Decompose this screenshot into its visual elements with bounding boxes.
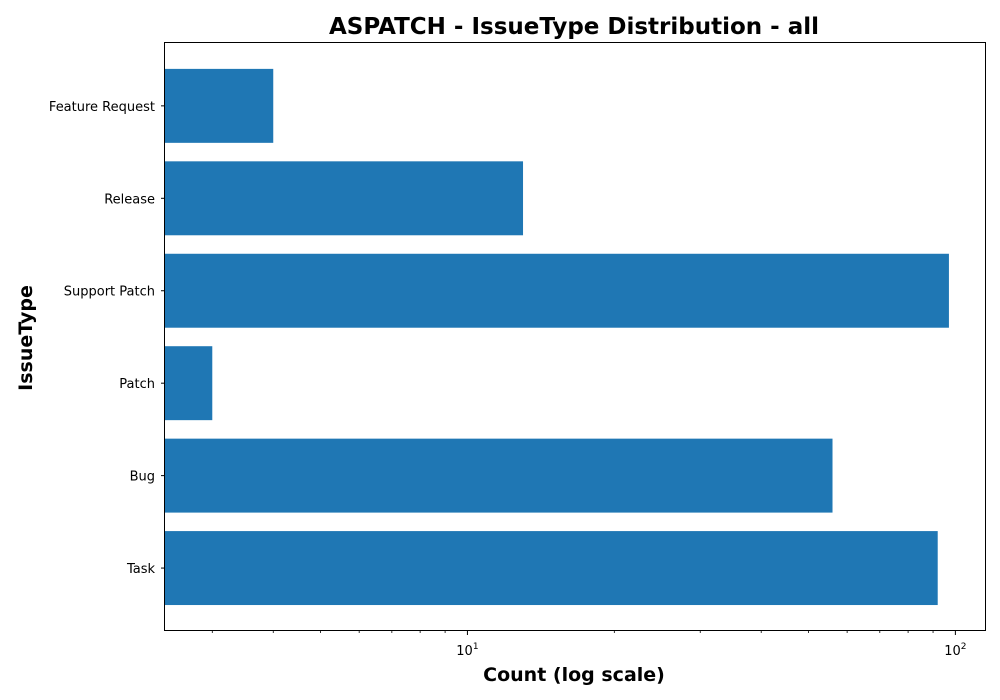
x-tick-label: 101: [456, 642, 478, 659]
bar-task: [165, 531, 938, 606]
x-axis: 101 102: [211, 630, 967, 659]
y-tick-label-task: Task: [126, 562, 156, 577]
x-tick-label-exponent: 2: [961, 642, 967, 652]
x-tick-label-base: 10: [456, 644, 473, 659]
y-tick-label-patch: Patch: [119, 377, 155, 392]
bar-bug: [165, 438, 833, 513]
x-axis-label: Count (log scale): [483, 664, 665, 686]
bar-support-patch: [165, 253, 949, 328]
bar-patch: [165, 346, 213, 421]
y-axis-label: IssueType: [15, 285, 37, 391]
x-tick-label-exponent: 1: [473, 642, 479, 652]
plot-frame: [164, 42, 986, 631]
y-tick-label-release: Release: [104, 192, 155, 207]
x-tick-label-base: 10: [944, 644, 961, 659]
y-axis: Feature Request Release Support Patch Patch…: [49, 100, 165, 577]
bars: [165, 68, 949, 606]
x-tick-label: 102: [944, 642, 966, 659]
y-tick-label-feature-request: Feature Request: [49, 100, 155, 115]
bar-release: [165, 161, 524, 236]
y-tick-label-bug: Bug: [130, 470, 155, 485]
chart-title: ASPATCH - IssueType Distribution - all: [329, 14, 819, 40]
y-tick-label-support-patch: Support Patch: [64, 285, 155, 300]
bar-feature-request: [165, 68, 274, 143]
